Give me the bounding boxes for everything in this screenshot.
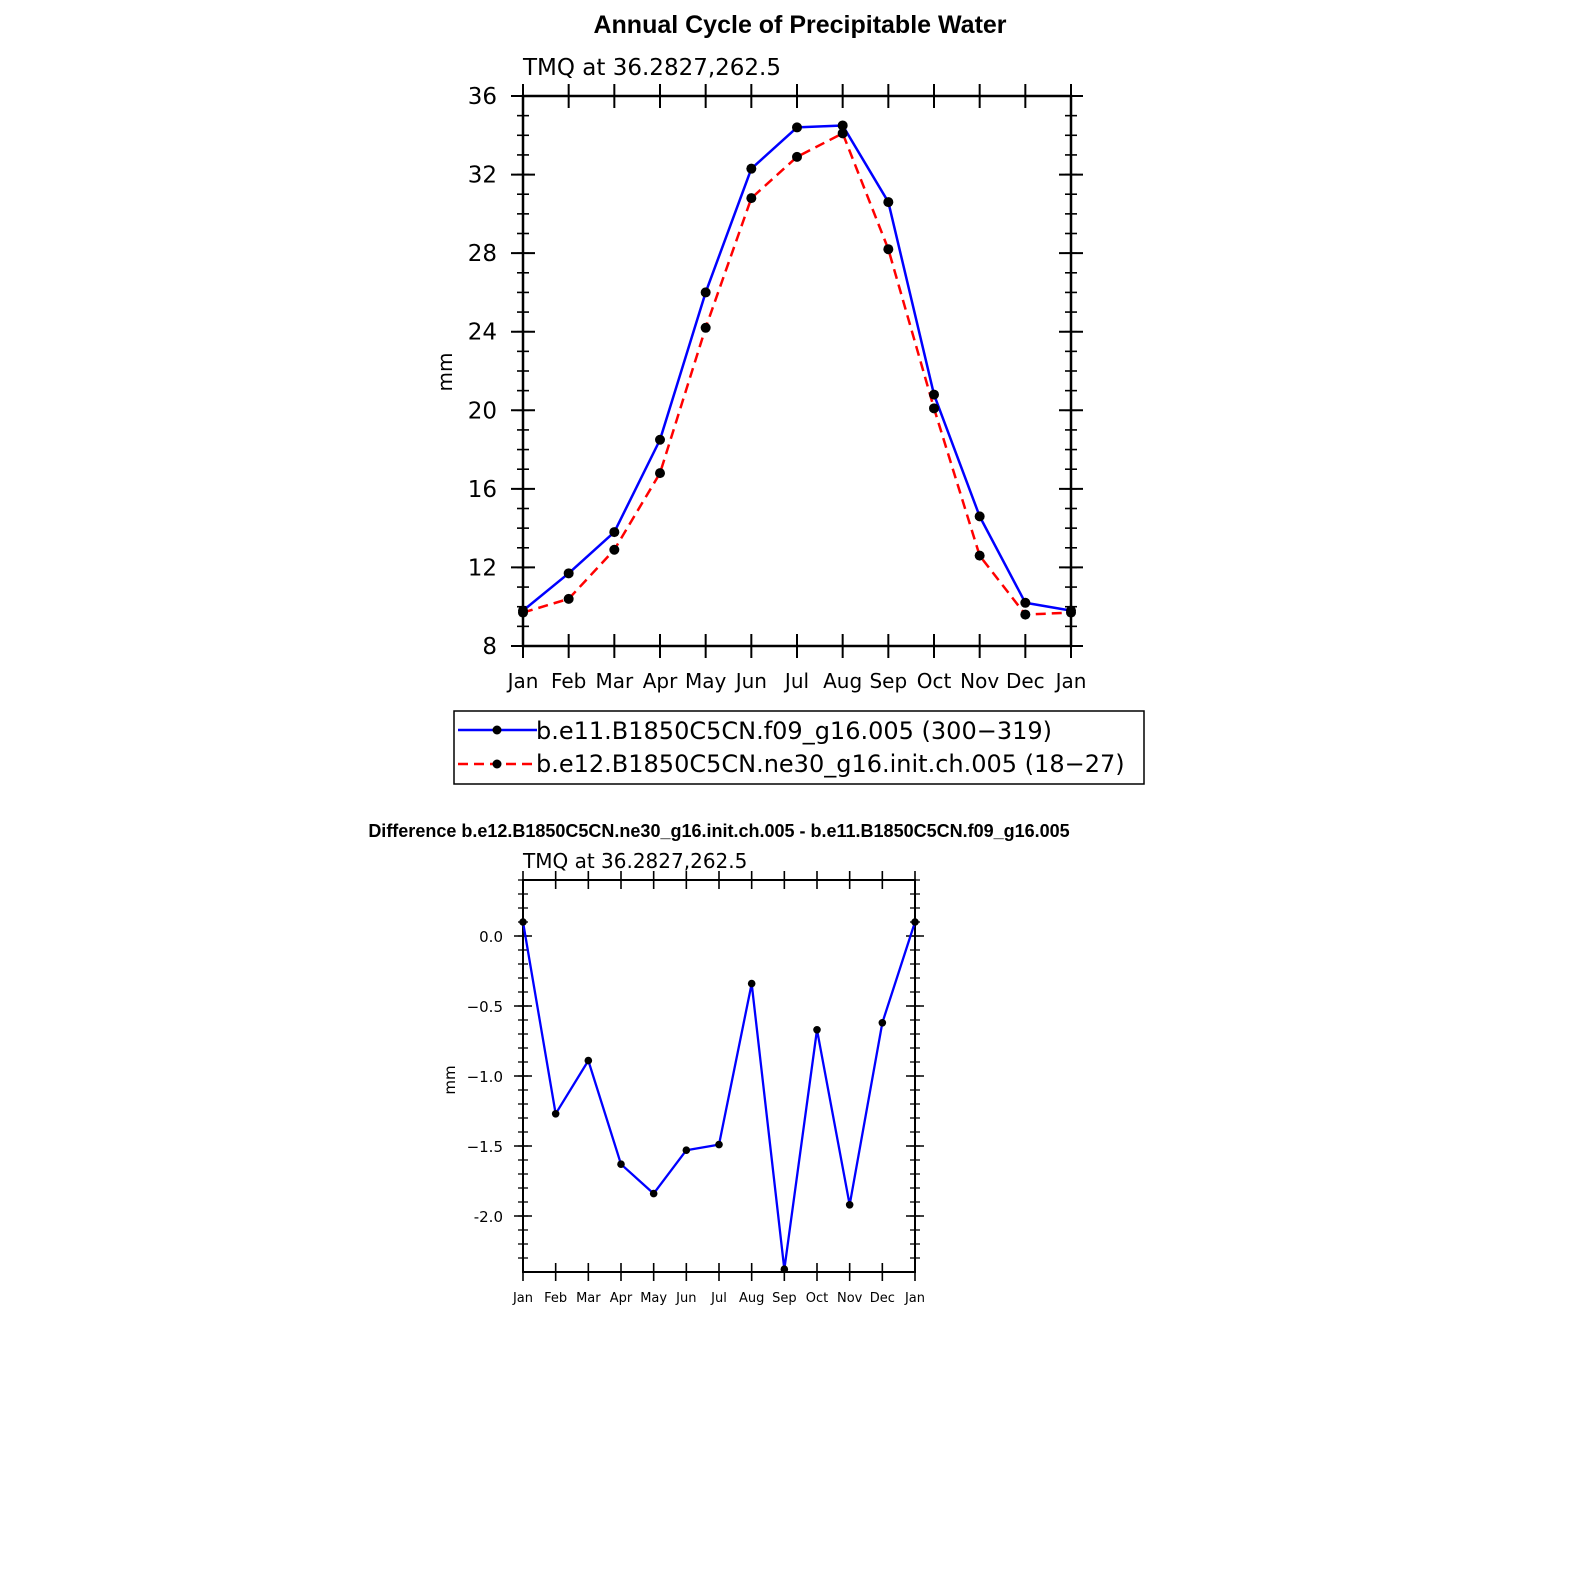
series-1-point bbox=[649, 1189, 658, 1198]
x-tick-label: Apr bbox=[610, 1291, 633, 1306]
series-2-point bbox=[792, 151, 802, 162]
series-1-point bbox=[584, 1056, 593, 1065]
series-1-point bbox=[682, 1146, 691, 1154]
plot-frame bbox=[521, 94, 1073, 648]
chart-2: Jan Feb Mar Apr May Jun Jul Aug Sep Oct Nov Dec Jan 0… bbox=[467, 871, 925, 1306]
series-1-point bbox=[780, 1265, 789, 1273]
series-1-point bbox=[929, 389, 939, 400]
series-2-point bbox=[837, 128, 848, 139]
series-1-point bbox=[1020, 597, 1031, 608]
x-tick-label: Oct bbox=[806, 1291, 828, 1306]
series-1-point bbox=[747, 979, 756, 988]
chart-2-title: Difference b.e12.B1850C5CN.ne30_g16.init… bbox=[368, 821, 1069, 841]
y-tick-label: −1.5 bbox=[467, 1138, 503, 1156]
x-tick-label: Sep bbox=[869, 669, 907, 693]
series-1-point bbox=[617, 1160, 625, 1168]
chart-1-title: Annual Cycle of Precipitable Water bbox=[593, 11, 1006, 39]
legend-entry-2: b.e12.B1850C5CN.ne30_g16.init.ch.005 (18… bbox=[536, 750, 1125, 778]
y-tick-label: 8 bbox=[482, 634, 497, 660]
series-2-point bbox=[700, 322, 711, 333]
x-tick-label: Dec bbox=[1006, 669, 1045, 693]
x-tick-label: Apr bbox=[643, 669, 678, 693]
x-tick-label: Jan bbox=[506, 669, 539, 693]
series-1-point bbox=[746, 163, 757, 174]
chart-1-legend: b.e11.B1850C5CN.f09_g16.005 (300−319) b.… bbox=[453, 710, 1145, 785]
y-tick-label: 32 bbox=[468, 163, 497, 189]
series-2-point bbox=[1066, 607, 1076, 618]
x-tick-label: Aug bbox=[739, 1291, 764, 1306]
x-tick-label: Jan bbox=[904, 1291, 925, 1306]
chart-2-subtitle: TMQ at 36.2827,262.5 bbox=[522, 849, 747, 873]
series-2-point bbox=[929, 403, 939, 414]
y-tick-label: −0.5 bbox=[467, 998, 503, 1016]
x-tick-label: Dec bbox=[870, 1291, 895, 1306]
x-tick-label: Jul bbox=[710, 1291, 727, 1306]
x-tick-label: Nov bbox=[960, 669, 999, 693]
series-1-point bbox=[911, 918, 919, 926]
x-tick-label: Mar bbox=[595, 669, 634, 693]
series-2-point bbox=[883, 244, 894, 255]
legend-entry-1: b.e11.B1850C5CN.f09_g16.005 (300−319) bbox=[536, 717, 1052, 745]
series-1-point bbox=[551, 1110, 560, 1118]
series-2-point bbox=[563, 593, 574, 604]
chart-1-y-axis-label: mm bbox=[433, 353, 457, 392]
series-line-2 bbox=[522, 132, 1072, 616]
x-tick-label: Nov bbox=[837, 1291, 863, 1306]
series-2-point bbox=[609, 544, 620, 555]
series-2-point bbox=[746, 193, 757, 204]
series-1-point bbox=[813, 1026, 821, 1034]
series-1-point bbox=[715, 1140, 723, 1149]
series-1-point bbox=[519, 918, 527, 926]
series-1-point bbox=[883, 197, 894, 208]
y-tick-label: 16 bbox=[468, 477, 497, 503]
y-tick-label: 0.0 bbox=[479, 928, 503, 946]
x-tick-label: Oct bbox=[917, 669, 952, 693]
legend-marker-2 bbox=[492, 759, 502, 769]
series-line-1 bbox=[522, 124, 1072, 612]
y-tick-label: −1.0 bbox=[467, 1068, 503, 1086]
y-tick-label: -2.0 bbox=[474, 1208, 503, 1226]
chart-2-y-axis-label: mm bbox=[441, 1065, 459, 1094]
x-tick-label: Mar bbox=[576, 1291, 601, 1306]
x-tick-label: Jul bbox=[783, 669, 809, 693]
series-1-point bbox=[878, 1019, 887, 1027]
series-2-point bbox=[974, 550, 985, 561]
x-tick-label: May bbox=[640, 1291, 667, 1306]
series-2-point bbox=[1020, 609, 1031, 620]
series-1-point bbox=[845, 1201, 854, 1209]
series-1-point bbox=[609, 527, 620, 538]
legend-box bbox=[453, 710, 1145, 785]
x-tick-label: Sep bbox=[772, 1291, 797, 1306]
series-1-point bbox=[974, 511, 985, 522]
plot-frame bbox=[522, 879, 916, 1273]
x-tick-label: Jan bbox=[1054, 669, 1087, 693]
x-tick-label: Jan bbox=[512, 1291, 533, 1306]
series-1-point bbox=[700, 287, 711, 298]
series-1-point bbox=[792, 122, 802, 133]
chart-1-subtitle: TMQ at 36.2827,262.5 bbox=[522, 55, 781, 81]
legend-marker-1 bbox=[492, 725, 502, 735]
y-tick-label: 20 bbox=[468, 398, 497, 424]
series-2-point bbox=[518, 607, 528, 618]
x-tick-label: Feb bbox=[551, 669, 586, 693]
y-tick-label: 12 bbox=[468, 555, 497, 581]
y-tick-label: 24 bbox=[468, 320, 497, 346]
series-2-point bbox=[655, 468, 665, 479]
y-tick-label: 28 bbox=[468, 241, 497, 267]
x-tick-label: May bbox=[685, 669, 727, 693]
series-1-point bbox=[837, 120, 848, 131]
x-tick-label: Jun bbox=[734, 669, 767, 693]
y-tick-label: 36 bbox=[468, 84, 497, 110]
x-tick-label: Aug bbox=[823, 669, 862, 693]
series-1-point bbox=[655, 434, 665, 445]
x-tick-label: Jun bbox=[675, 1291, 696, 1306]
series-1-point bbox=[563, 568, 574, 579]
chart-1: Jan Feb Mar Apr May Jun Jul Aug Sep Oct Nov Dec Jan 8… bbox=[468, 84, 1087, 693]
x-tick-label: Feb bbox=[544, 1291, 567, 1306]
series-line-1 bbox=[521, 921, 917, 1271]
